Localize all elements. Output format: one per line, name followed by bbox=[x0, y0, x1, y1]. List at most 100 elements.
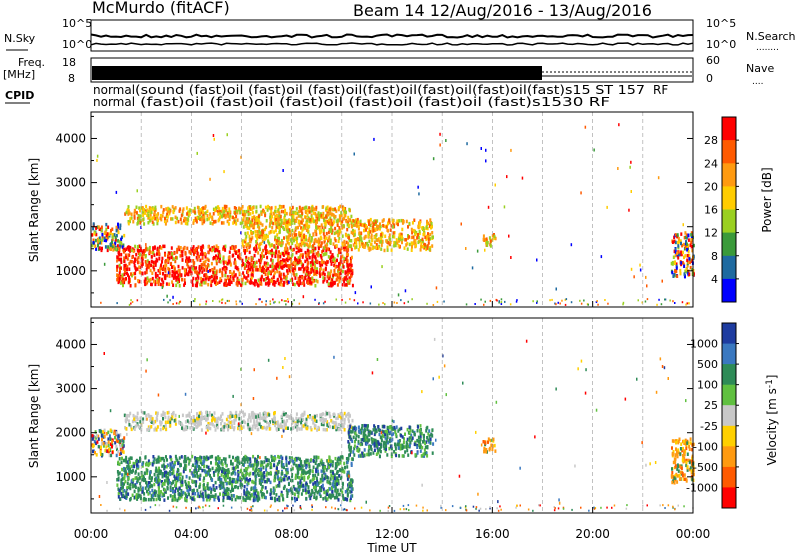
data-cell bbox=[127, 463, 130, 467]
data-cell bbox=[265, 468, 268, 472]
data-cell bbox=[350, 489, 353, 494]
data-cell bbox=[279, 205, 282, 210]
data-cell bbox=[337, 273, 340, 277]
data-cell bbox=[240, 478, 243, 482]
data-cell bbox=[202, 266, 205, 271]
data-cell bbox=[339, 271, 342, 275]
data-cell bbox=[241, 243, 244, 247]
data-cell bbox=[316, 482, 319, 487]
data-cell bbox=[211, 466, 214, 471]
data-cell bbox=[247, 212, 250, 217]
data-cell bbox=[311, 206, 314, 211]
isolated-echo bbox=[354, 291, 357, 295]
data-cell bbox=[143, 478, 145, 483]
data-cell bbox=[304, 485, 307, 490]
near-range-cell bbox=[622, 301, 625, 304]
data-cell bbox=[297, 491, 300, 495]
data-cell bbox=[338, 232, 341, 236]
data-cell bbox=[212, 471, 215, 475]
data-cell bbox=[115, 233, 118, 238]
data-cell bbox=[344, 465, 346, 470]
near-range-cell bbox=[349, 298, 351, 301]
isolated-echo bbox=[570, 243, 573, 247]
data-cell bbox=[189, 468, 192, 473]
data-cell bbox=[299, 214, 302, 218]
data-cell bbox=[396, 219, 399, 223]
data-cell bbox=[229, 496, 232, 501]
data-cell bbox=[250, 224, 253, 228]
data-cell bbox=[247, 260, 250, 265]
data-cell bbox=[195, 247, 198, 252]
data-cell bbox=[211, 478, 214, 482]
data-cell bbox=[134, 476, 137, 480]
data-cell bbox=[282, 486, 285, 490]
data-cell bbox=[200, 210, 203, 214]
data-cell bbox=[152, 455, 155, 459]
data-cell bbox=[164, 266, 167, 271]
data-cell bbox=[257, 251, 260, 255]
isolated-echo bbox=[96, 154, 99, 158]
data-cell bbox=[305, 471, 308, 475]
data-cell bbox=[118, 246, 121, 251]
data-cell bbox=[135, 211, 138, 215]
data-cell bbox=[333, 263, 336, 268]
data-cell bbox=[312, 279, 315, 284]
data-cell bbox=[176, 470, 179, 475]
data-cell bbox=[250, 258, 253, 262]
data-cell bbox=[347, 215, 350, 220]
data-cell bbox=[315, 252, 318, 256]
isolated-echo bbox=[275, 225, 278, 229]
data-cell bbox=[310, 239, 313, 243]
isolated-echo bbox=[633, 275, 635, 279]
data-cell bbox=[204, 259, 207, 264]
data-cell bbox=[326, 420, 329, 424]
data-cell bbox=[195, 218, 198, 222]
data-cell bbox=[318, 213, 321, 218]
data-cell bbox=[260, 482, 262, 486]
data-cell bbox=[203, 464, 206, 468]
near-range-cell bbox=[565, 298, 568, 301]
data-cell bbox=[311, 249, 314, 254]
data-cell bbox=[676, 253, 679, 258]
data-cell bbox=[346, 269, 349, 273]
data-cell bbox=[300, 492, 303, 496]
data-cell bbox=[346, 227, 349, 232]
data-cell bbox=[232, 221, 235, 225]
data-cell bbox=[260, 489, 263, 494]
data-cell bbox=[172, 209, 175, 214]
data-cell bbox=[220, 422, 222, 426]
data-cell bbox=[237, 254, 239, 258]
data-cell bbox=[245, 496, 248, 500]
data-cell bbox=[231, 466, 234, 471]
data-cell bbox=[160, 246, 163, 250]
data-cell bbox=[202, 260, 205, 265]
data-cell bbox=[164, 260, 167, 264]
data-cell bbox=[313, 264, 316, 268]
data-cell bbox=[191, 491, 194, 496]
isolated-echo bbox=[506, 175, 508, 179]
near-range-cell bbox=[500, 298, 503, 301]
data-cell bbox=[347, 424, 350, 429]
nave-dots: .... bbox=[752, 77, 763, 87]
data-cell bbox=[266, 208, 269, 212]
data-cell bbox=[312, 459, 315, 463]
data-cell bbox=[690, 240, 693, 245]
data-cell bbox=[137, 255, 140, 260]
data-cell bbox=[683, 247, 686, 251]
ytick-label: 1000 bbox=[55, 264, 86, 278]
data-cell bbox=[194, 462, 197, 466]
data-cell bbox=[244, 249, 247, 253]
data-cell bbox=[151, 484, 154, 488]
near-range-cell bbox=[194, 298, 196, 300]
data-cell bbox=[93, 232, 96, 236]
data-cell bbox=[263, 460, 266, 464]
data-cell bbox=[206, 257, 209, 261]
data-cell bbox=[214, 480, 217, 485]
data-cell bbox=[192, 259, 195, 263]
data-cell bbox=[358, 244, 361, 249]
data-cell bbox=[267, 283, 270, 287]
data-cell bbox=[305, 228, 308, 232]
data-cell bbox=[285, 279, 288, 284]
data-cell bbox=[178, 486, 181, 490]
